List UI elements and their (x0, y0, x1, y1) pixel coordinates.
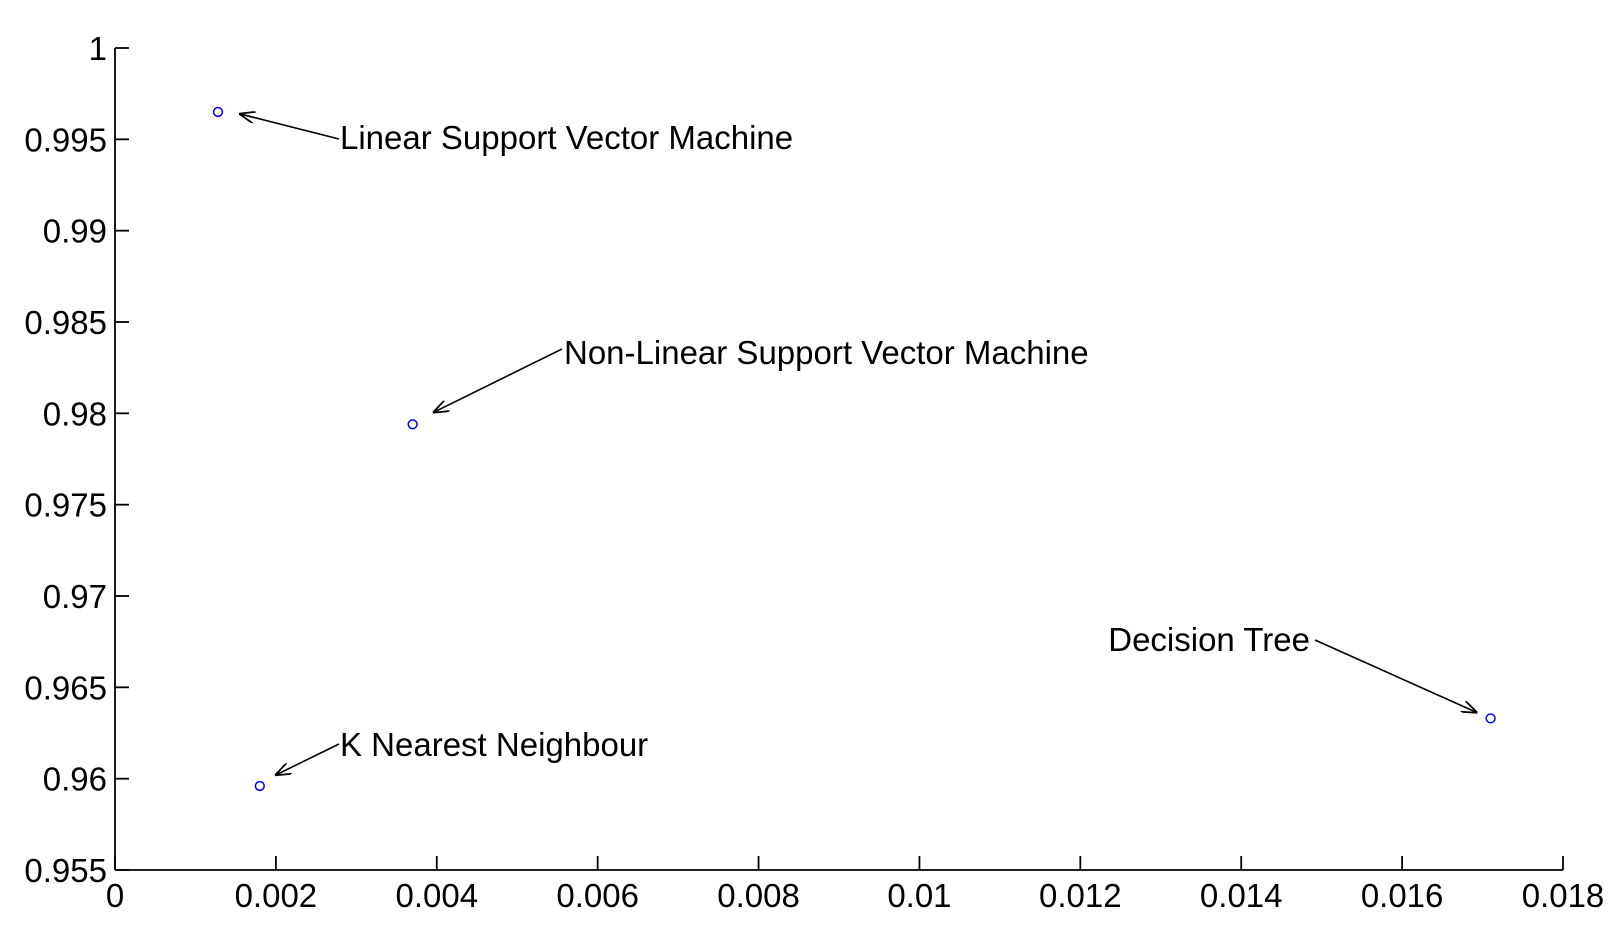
x-tick-label: 0.004 (395, 877, 478, 914)
annotation-arrow (434, 348, 563, 412)
annotation-arrow (276, 743, 340, 775)
x-tick-label: 0.018 (1522, 877, 1605, 914)
x-tick-label: 0 (106, 877, 124, 914)
ticks: 0 0.002 0.004 0.006 0.008 0.01 0.012 0.014 0.016… (24, 30, 1604, 914)
y-tick-label: 0.99 (43, 213, 107, 250)
x-tick-label: 0.01 (887, 877, 951, 914)
x-tick-label: 0.006 (556, 877, 639, 914)
point-annotation-label: Linear Support Vector Machine (340, 119, 793, 156)
point-annotation-label: Decision Tree (1108, 621, 1310, 658)
data-points (212, 106, 1496, 792)
scatter-point (407, 419, 418, 430)
y-tick-label: 0.96 (43, 761, 107, 798)
x-tick-label: 0.002 (235, 877, 318, 914)
y-tick-label: 0.965 (24, 669, 107, 706)
scatter-point (212, 106, 224, 118)
y-tick-label: 1 (89, 30, 107, 67)
annotation-arrow (240, 114, 340, 140)
annotations: Linear Support Vector Machine Non-Linear … (240, 114, 1477, 775)
x-tick-label: 0.016 (1361, 877, 1444, 914)
y-tick-label: 0.985 (24, 304, 107, 341)
point-annotation-label: K Nearest Neighbour (340, 726, 648, 763)
scatter-point (1485, 713, 1496, 724)
annotation-arrow (1314, 639, 1477, 712)
x-tick-label: 0.014 (1200, 877, 1283, 914)
x-tick-label: 0.012 (1039, 877, 1122, 914)
y-tick-label: 0.955 (24, 852, 107, 889)
axes (114, 48, 1563, 871)
point-annotation-label: Non-Linear Support Vector Machine (564, 334, 1089, 371)
y-tick-label: 0.995 (24, 121, 107, 158)
x-tick-label: 0.008 (717, 877, 800, 914)
y-tick-label: 0.98 (43, 395, 107, 432)
scatter-point (254, 780, 265, 792)
y-tick-label: 0.975 (24, 487, 107, 524)
y-tick-label: 0.97 (43, 578, 107, 615)
